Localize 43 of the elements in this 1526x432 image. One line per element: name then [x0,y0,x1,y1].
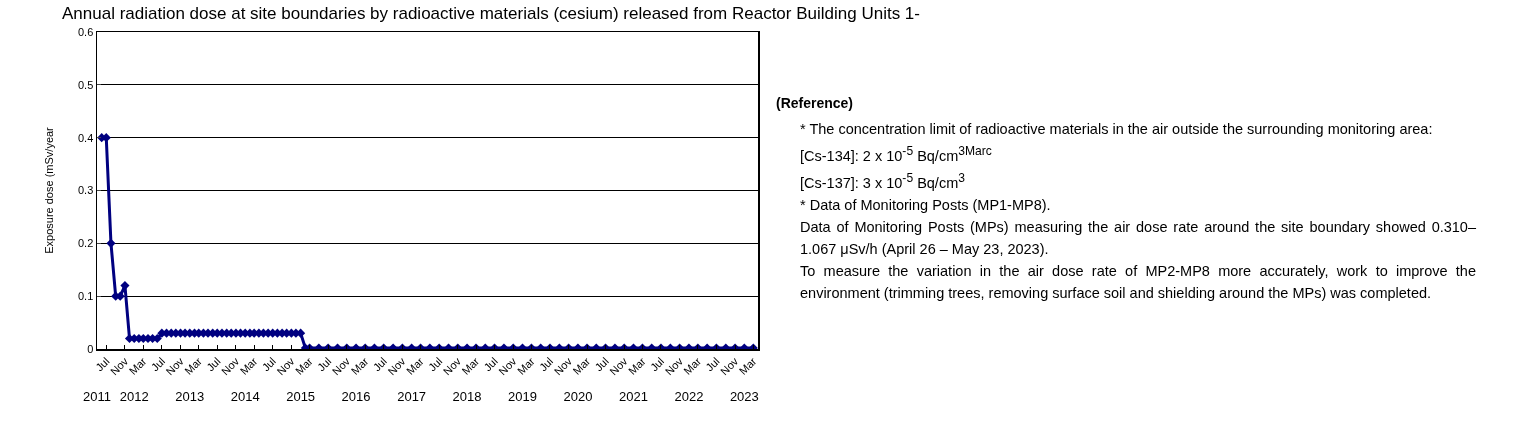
y-tick-label: 0.5 [78,78,94,91]
x-tick-label: Jul [370,355,389,374]
x-tick-label: Mar [348,354,371,377]
y-axis-title: Exposure dose (mSv/year [42,126,55,254]
x-tick-label: Jul [259,355,278,374]
x-tick-label: Mar [404,354,427,377]
x2-tick-label: 2022 [674,389,704,404]
text: * Data of Monitoring Posts (MP1-MP8). [799,195,1052,215]
x-tick-label: Mar [237,354,260,377]
x2-tick-label: 2013 [175,389,205,404]
text: [Cs-134]: 2 x 10$^{-5}$ Bq/cm$^{3Marc}$ [799,143,993,166]
y-tick-label: 0.3 [78,184,94,197]
x-tick-label: Jul [481,355,500,374]
x2-tick-label: 2019 [508,389,537,404]
x2-tick-label: 2017 [397,389,427,404]
x2-tick-label: 2021 [619,389,648,404]
x-tick-label: Jul [592,355,611,374]
x2-tick-label: 2011 [83,389,111,404]
x2-tick-label: 2015 [286,389,316,404]
text: To measure the variation in the air dose rate of MP2-MP8 more accurately, work to improve the environment (trimming trees, removing surface soil and shielding around the MPs) was completed. [799,261,1476,303]
x-tick-label: Mar [126,354,149,377]
x-tick-label: Mar [681,354,704,377]
x2-tick-label: 2014 [230,389,260,404]
y-tick-label: 0.6 [78,25,94,38]
text: [Cs-137]: 3 x 10$^{-5}$ Bq/cm$^{3}$ [799,169,966,193]
x-tick-label: Mar [459,354,482,377]
x2-tick-label: 2018 [452,389,482,404]
x-tick-label: Mar [293,354,316,377]
x-tick-label: Mar [570,354,593,377]
text: * The concentration limit of radioactive materials in the air outside the surrounding monitoring area: [799,120,1434,139]
y-tick-label: 0 [87,342,94,355]
x2-tick-label: 2016 [341,389,371,404]
x-tick-label: Mar [736,354,759,377]
y-tick-label: 0.1 [78,290,94,303]
x2-tick-label: 2012 [119,389,149,404]
text: (Reference) [776,94,855,113]
chart-title: Annual radiation dose at site boundaries by radioactive materials (cesium) released from Reactor Building Units 1- [62,3,920,23]
x-tick-label: Mar [182,354,205,377]
x2-tick-label: 2023 [729,389,759,404]
text: Data of Monitoring Posts (MPs) measuring the air dose rate around the site boundary showed 0.310– 1.067 μSv/h (April 26 – May 23, 2023). [799,217,1476,259]
y-tick-label: 0.4 [78,131,94,144]
y-tick-label: 0.2 [78,237,94,250]
x2-tick-label: 2020 [563,389,593,404]
